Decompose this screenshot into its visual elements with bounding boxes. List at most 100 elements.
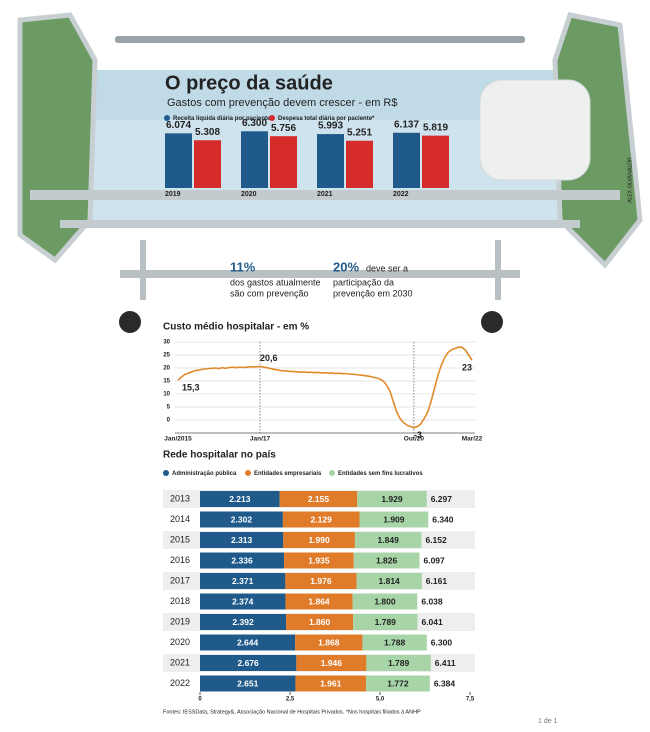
bar-segment	[279, 491, 358, 507]
legend-swatch	[164, 115, 170, 121]
y-tick-label: 5	[167, 405, 171, 411]
bar-segment	[200, 614, 287, 630]
legend-swatch	[163, 470, 169, 476]
bar-segment	[286, 614, 354, 630]
bar-segment	[283, 532, 355, 548]
data-label: 2.313	[231, 535, 253, 545]
chart-title: O preço da saúde	[165, 72, 333, 94]
bar	[393, 132, 420, 188]
annotation-value: 11%	[230, 259, 256, 274]
bar	[346, 140, 373, 188]
total-label: 6.038	[421, 596, 443, 606]
y-tick-label: 2022	[170, 678, 190, 688]
data-label: 1.814	[379, 576, 401, 586]
x-tick-label: 5,0	[376, 697, 385, 703]
data-label: 1.961	[320, 678, 342, 688]
x-tick-label: Out/20	[404, 436, 425, 443]
total-label: 6.297	[431, 494, 453, 504]
y-tick-label: 2020	[170, 637, 190, 647]
bar	[422, 135, 449, 188]
data-label: 23	[462, 363, 472, 373]
data-label: 1.788	[384, 637, 406, 647]
page-number: 1 de 1	[538, 718, 558, 725]
total-label: 6.340	[432, 514, 454, 524]
x-tick-label: 2,5	[286, 697, 295, 703]
bar-segment	[282, 511, 360, 528]
chart-title: Custo médio hospitalar - em %	[163, 322, 309, 333]
data-label: 2.676	[238, 658, 260, 668]
bar	[165, 133, 192, 188]
chart-title: Rede hospitalar no país	[163, 450, 276, 461]
y-tick-label: 2016	[170, 555, 190, 565]
bed-illustration	[17, 12, 643, 333]
data-label: 6.074	[166, 120, 191, 131]
data-label: 2.374	[232, 596, 254, 606]
x-tick-label: Mar/22	[462, 436, 483, 443]
data-label: 5.993	[318, 121, 343, 132]
bar	[317, 134, 344, 188]
data-label: 5.756	[271, 123, 296, 134]
bar-segment	[200, 675, 296, 692]
bar-segment	[366, 675, 430, 692]
bar-segment	[366, 655, 431, 671]
bar	[194, 140, 221, 188]
data-label: 1.800	[374, 596, 396, 606]
data-label: 1.864	[308, 596, 330, 606]
data-label: 1.868	[318, 637, 340, 647]
total-label: 6.161	[426, 576, 448, 586]
y-tick-label: 20	[163, 366, 170, 372]
y-tick-label: 30	[163, 340, 170, 346]
data-label: 1.909	[383, 514, 405, 524]
legend-label: Administração pública	[172, 471, 237, 477]
bar-segment	[200, 573, 286, 589]
bar	[241, 131, 268, 188]
data-label: 1.789	[375, 617, 397, 627]
total-label: 6.152	[425, 535, 447, 545]
bar-segment	[354, 532, 422, 548]
data-label: 2.336	[231, 555, 253, 565]
bar-segment	[285, 573, 357, 589]
legend-swatch	[245, 470, 251, 476]
annotation-text: são com prevenção	[230, 288, 309, 298]
data-label: 1.946	[321, 658, 343, 668]
y-tick-label: 2017	[170, 575, 190, 585]
bar-segment	[284, 552, 354, 569]
legend-swatch	[269, 115, 275, 121]
data-label: 1.826	[376, 555, 398, 565]
total-label: 6.411	[435, 658, 456, 668]
x-tick-label: 2022	[393, 191, 409, 198]
total-label: 6.384	[434, 678, 456, 688]
bar-segment	[200, 532, 284, 548]
data-label: 2.129	[311, 514, 333, 524]
data-label: 1.849	[378, 535, 400, 545]
bar-segment	[296, 655, 367, 671]
x-tick-label: 0	[198, 697, 202, 703]
x-tick-label: 2019	[165, 191, 181, 198]
bar-segment	[200, 593, 286, 610]
data-label: 2.155	[308, 494, 330, 504]
legend-label: Receita líquida diária por paciente*	[173, 116, 273, 122]
x-tick-label: Jan/2015	[164, 436, 192, 443]
annotation-text: participação da	[333, 277, 394, 287]
data-label: 1.990	[308, 535, 330, 545]
bar-segment	[295, 675, 367, 692]
data-label: 1.772	[387, 678, 409, 688]
bar-segment	[285, 593, 353, 610]
x-tick-label: 2021	[317, 191, 333, 198]
annotation-value: 20%	[333, 259, 359, 274]
total-label: 6.041	[421, 617, 443, 627]
data-label: 1.789	[388, 658, 410, 668]
bar-segment	[356, 573, 422, 589]
data-label: 5.308	[195, 127, 220, 138]
annotation-text: dos gastos atualmente	[230, 277, 321, 287]
legend-label: Despesa total diária por paciente*	[278, 116, 375, 122]
annotation-text: deve ser a	[366, 263, 408, 273]
y-tick-label: 2021	[170, 657, 190, 667]
y-tick-label: 2019	[170, 616, 190, 626]
data-label: 2.651	[237, 678, 259, 688]
data-label: -3	[414, 430, 422, 440]
data-label: 1.935	[308, 555, 330, 565]
data-label: 2.392	[232, 617, 254, 627]
source: Fontes: IESSData, Strategy&, Associação …	[163, 709, 421, 715]
